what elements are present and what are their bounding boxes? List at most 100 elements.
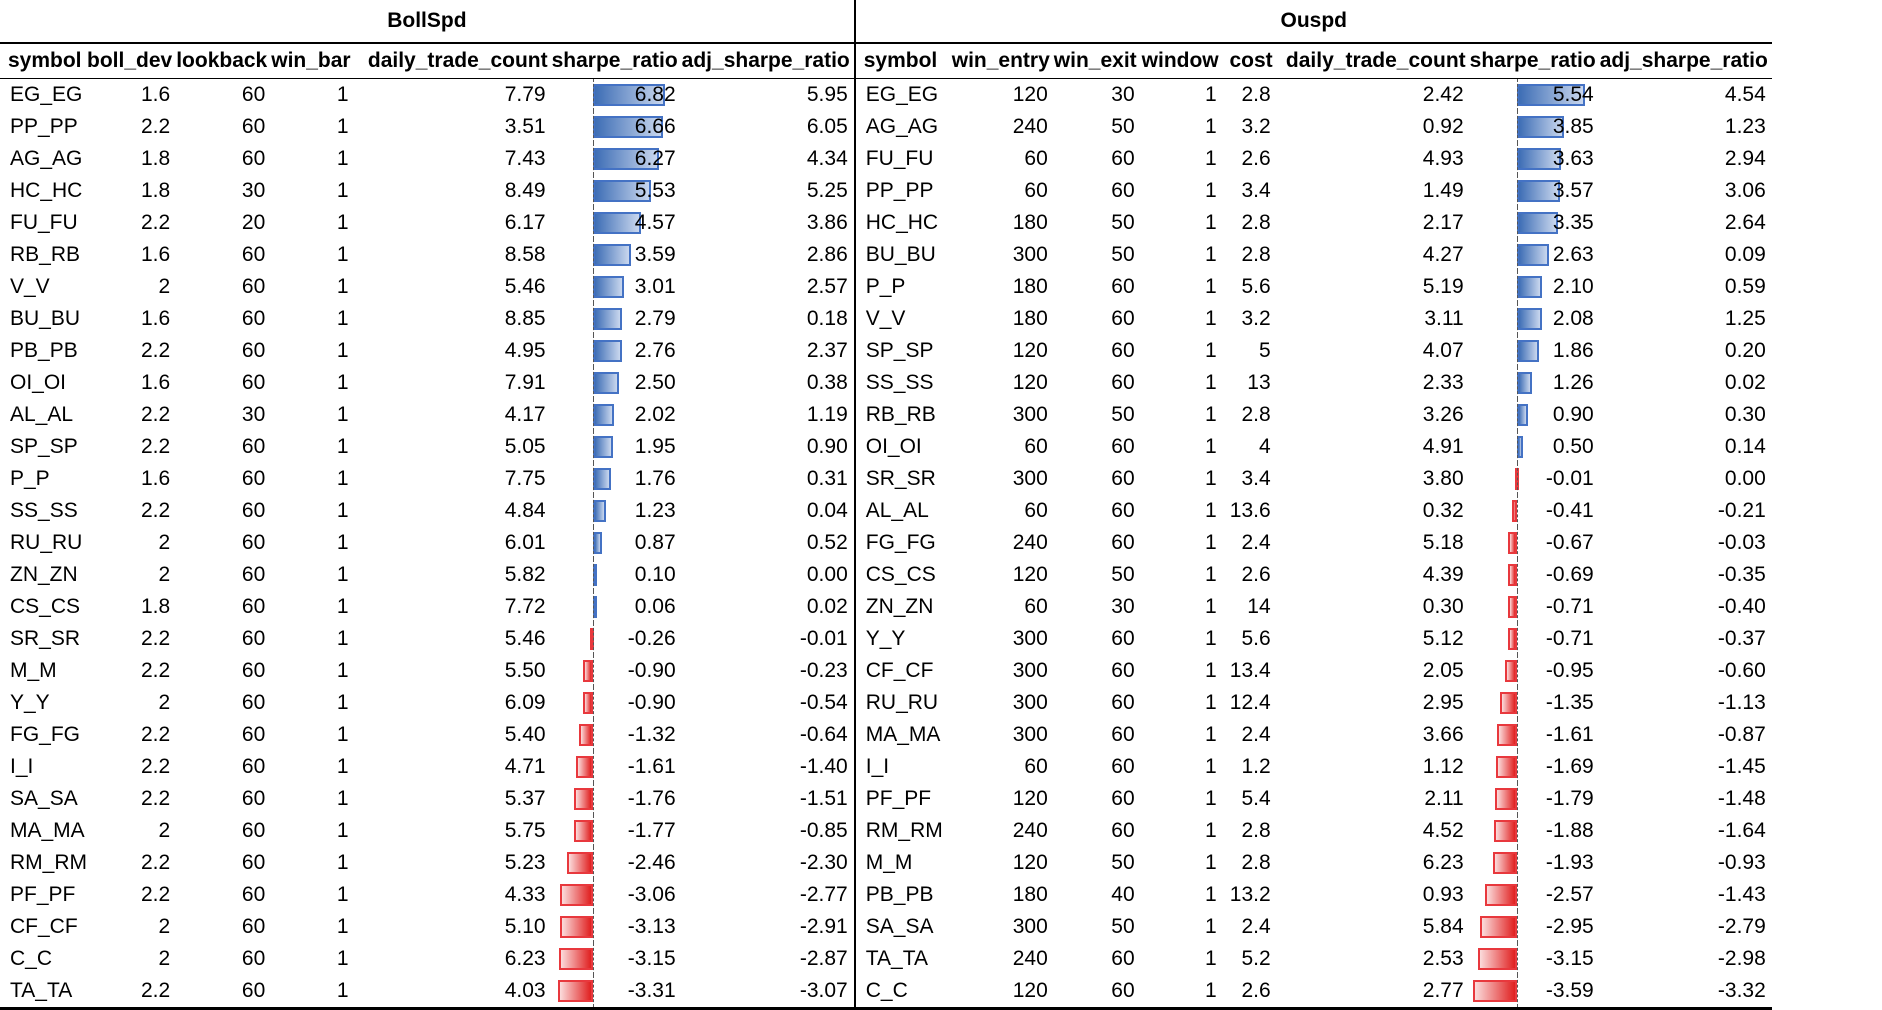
table-cell[interactable]: AG_AG [10,147,83,170]
table-cell[interactable]: 240 [1012,531,1048,554]
sharpe-databar-cell[interactable]: 3.01 [552,271,682,303]
table-cell[interactable]: PB_PB [853,879,952,911]
table-cell[interactable]: 2.2 [87,975,177,1010]
table-cell[interactable]: 1 [1204,851,1217,874]
table-cell[interactable]: PF_PF [10,883,76,906]
table-cell[interactable]: 60 [1111,819,1135,842]
table-cell[interactable]: ZN_ZN [853,591,952,623]
table-cell[interactable]: 1 [1140,975,1223,1010]
table-cell[interactable]: SA_SA [10,787,78,810]
table-cell[interactable]: 50 [1111,211,1135,234]
table-cell[interactable]: MA_MA [853,719,952,751]
table-cell[interactable]: 60 [1024,499,1048,522]
table-cell[interactable]: -1.48 [1717,787,1766,810]
table-cell[interactable]: 4.07 [1422,339,1464,362]
table-cell[interactable]: -0.03 [1717,531,1766,554]
table-cell[interactable]: 2.86 [806,243,848,266]
table-cell[interactable]: -0.01 [799,627,848,650]
table-cell[interactable]: FG_FG [853,527,952,559]
table-cell[interactable]: 2.11 [1424,787,1464,810]
table-cell[interactable]: 12.4 [1229,691,1271,714]
table-cell[interactable]: 60 [1111,179,1135,202]
table-cell[interactable]: 240 [1012,819,1048,842]
table-cell[interactable]: 1.6 [141,243,171,266]
table-cell[interactable]: 2.8 [1241,403,1271,426]
sharpe-databar-cell[interactable]: -0.26 [552,623,682,655]
table-cell[interactable]: -2.98 [1717,947,1766,970]
table-cell[interactable]: 1.12 [1422,755,1464,778]
table-cell[interactable]: 4.93 [1422,147,1464,170]
table-cell[interactable]: P_P [853,271,952,303]
table-cell[interactable]: 2.33 [1422,371,1464,394]
table-cell[interactable]: CS_CS [853,559,952,591]
table-cell[interactable]: 1 [1204,371,1217,394]
sharpe-databar-cell[interactable]: 1.26 [1470,367,1600,399]
table-cell[interactable]: 1 [1204,787,1217,810]
table-cell[interactable]: 6.23 [504,947,546,970]
table-cell[interactable]: 5.6 [1241,275,1271,298]
table-cell[interactable]: 60 [1024,179,1048,202]
table-cell[interactable]: 4.52 [1422,819,1464,842]
table-cell[interactable]: Y_Y [853,623,952,655]
table-cell[interactable]: 1 [1204,819,1217,842]
table-cell[interactable]: 1 [1204,83,1217,106]
table-cell[interactable]: TA_TA [853,943,952,975]
table-cell[interactable]: 1 [336,115,349,138]
table-cell[interactable]: RB_RB [10,243,81,266]
table-cell[interactable]: 60 [1024,435,1048,458]
table-cell[interactable]: 1 [336,659,349,682]
table-cell[interactable]: 2 [158,563,171,586]
table-cell[interactable]: 2.2 [141,883,171,906]
table-cell[interactable]: 60 [241,339,266,362]
table-cell[interactable]: 1 [336,467,349,490]
table-cell[interactable]: 1 [1204,115,1217,138]
table-cell[interactable]: -0.93 [1717,851,1766,874]
table-cell[interactable]: 1 [1204,499,1217,522]
table-cell[interactable]: 3.80 [1422,467,1464,490]
sharpe-databar-cell[interactable]: 0.90 [1470,399,1600,431]
sharpe-databar-cell[interactable]: 1.86 [1470,335,1600,367]
table-cell[interactable]: 300 [1012,659,1048,682]
table-cell[interactable]: BU_BU [10,307,81,330]
table-cell[interactable]: 5.46 [504,627,546,650]
table-cell[interactable]: 60 [241,883,266,906]
table-cell[interactable]: 1 [336,915,349,938]
table-cell[interactable]: 1.19 [806,403,848,426]
sharpe-databar-cell[interactable]: 4.57 [552,207,682,239]
table-cell[interactable]: 6.01 [504,531,546,554]
table-cell[interactable]: 14 [1247,595,1271,618]
table-cell[interactable]: 4.95 [504,339,546,362]
table-cell[interactable]: 1 [336,83,349,106]
table-cell[interactable]: 8.85 [504,307,546,330]
table-cell[interactable]: BU_BU [853,239,952,271]
table-cell[interactable]: 50 [1111,563,1135,586]
sharpe-databar-cell[interactable]: 2.08 [1470,303,1600,335]
sharpe-databar-cell[interactable]: -0.90 [552,687,682,719]
table-cell[interactable]: PB_PB [10,339,78,362]
table-cell[interactable]: 4.34 [806,147,848,170]
table-cell[interactable]: CF_CF [10,915,78,938]
table-cell[interactable]: -1.51 [799,787,848,810]
sharpe-databar-cell[interactable]: -3.31 [551,975,682,1010]
table-cell[interactable]: 1 [1204,211,1217,234]
sharpe-databar-cell[interactable]: -3.59 [1469,975,1600,1010]
sharpe-databar-cell[interactable]: -0.71 [1470,623,1600,655]
table-cell[interactable]: 60 [1111,627,1135,650]
table-cell[interactable]: 5.05 [504,435,546,458]
table-cell[interactable]: -0.60 [1717,659,1766,682]
table-cell[interactable]: 60 [241,691,266,714]
table-cell[interactable]: SS_SS [10,499,78,522]
table-cell[interactable]: V_V [853,303,952,335]
sharpe-databar-cell[interactable]: -0.95 [1470,655,1600,687]
table-cell[interactable]: 5.40 [504,723,546,746]
table-cell[interactable]: 30 [241,179,266,202]
table-cell[interactable]: 2.8 [1241,243,1271,266]
table-cell[interactable]: 2 [158,691,171,714]
table-cell[interactable]: 120 [1012,371,1048,394]
table-cell[interactable]: 1 [336,883,349,906]
table-cell[interactable]: 5.84 [1422,915,1464,938]
sharpe-databar-cell[interactable]: 0.10 [552,559,682,591]
sharpe-databar-cell[interactable]: -0.69 [1470,559,1600,591]
table-cell[interactable]: 120 [1012,851,1048,874]
sharpe-databar-cell[interactable]: 3.85 [1470,111,1600,143]
